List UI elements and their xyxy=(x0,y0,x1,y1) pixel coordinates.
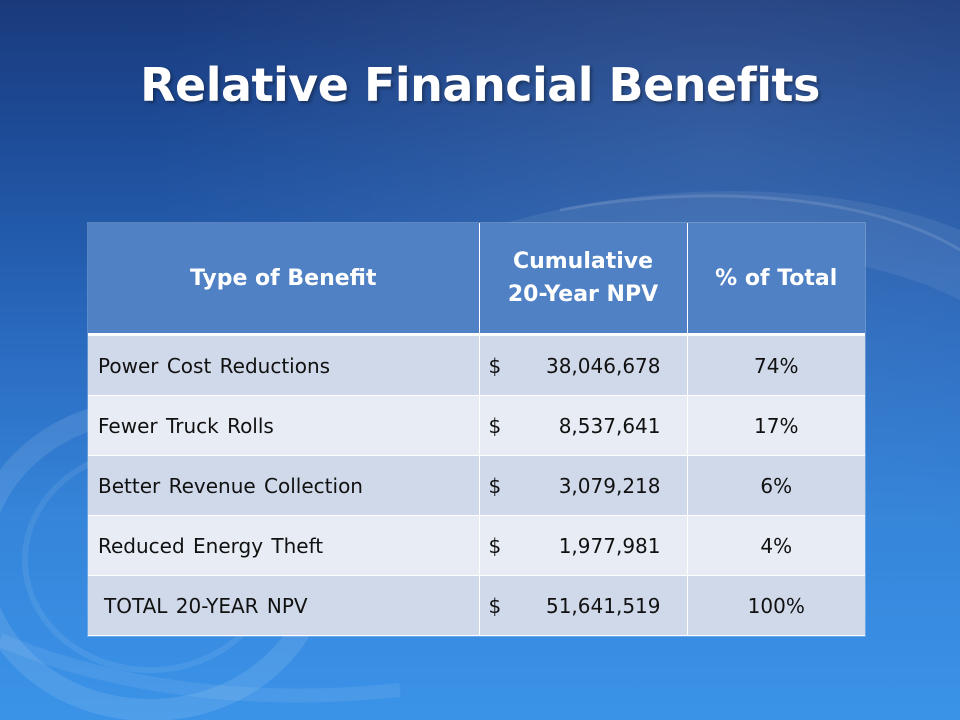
percent-of-total-cell: 17% xyxy=(687,395,865,456)
table-header-row: Type of Benefit Cumulative 20-Year NPV %… xyxy=(88,223,865,336)
slide-title: Relative Financial Benefits xyxy=(140,58,820,112)
benefit-name-cell: Fewer Truck Rolls xyxy=(88,395,480,456)
npv-amount: 3,079,218 xyxy=(558,473,661,498)
column-header-cumulative-npv: Cumulative 20-Year NPV xyxy=(479,223,688,336)
npv-amount-cell: $ 1,977,981 xyxy=(479,515,688,576)
currency-symbol: $ xyxy=(488,593,502,618)
table-row: Better Revenue Collection $ 3,079,218 6% xyxy=(88,455,865,516)
percent-of-total-cell: 74% xyxy=(687,334,865,396)
total-amount-cell: $ 51,641,519 xyxy=(479,575,688,636)
npv-amount: 38,046,678 xyxy=(545,353,661,378)
npv-amount-cell: $ 3,079,218 xyxy=(479,455,688,516)
npv-amount: 1,977,981 xyxy=(558,533,661,558)
table-row: Power Cost Reductions $ 38,046,678 74% xyxy=(88,334,865,396)
percent-of-total-cell: 4% xyxy=(687,515,865,576)
npv-amount-cell: $ 38,046,678 xyxy=(479,334,688,396)
column-header-type-of-benefit: Type of Benefit xyxy=(88,223,480,336)
currency-symbol: $ xyxy=(488,353,502,378)
npv-amount-cell: $ 8,537,641 xyxy=(479,395,688,456)
currency-symbol: $ xyxy=(488,533,502,558)
total-npv-amount: 51,641,519 xyxy=(545,593,661,618)
benefits-table: Type of Benefit Cumulative 20-Year NPV %… xyxy=(88,223,865,636)
benefit-name-cell: Power Cost Reductions xyxy=(88,334,480,396)
total-percent-cell: 100% xyxy=(687,575,865,636)
table-row: Reduced Energy Theft $ 1,977,981 4% xyxy=(88,515,865,576)
table-row: Fewer Truck Rolls $ 8,537,641 17% xyxy=(88,395,865,456)
total-label-cell: TOTAL 20-YEAR NPV xyxy=(88,575,480,636)
column-header-cumulative-npv-text: Cumulative 20-Year NPV xyxy=(507,249,659,307)
percent-of-total-cell: 6% xyxy=(687,455,865,516)
currency-symbol: $ xyxy=(488,413,502,438)
currency-symbol: $ xyxy=(488,473,502,498)
benefit-name-cell: Better Revenue Collection xyxy=(88,455,480,516)
column-header-percent-of-total: % of Total xyxy=(687,223,865,336)
table-total-row: TOTAL 20-YEAR NPV $ 51,641,519 100% xyxy=(88,575,865,636)
npv-amount: 8,537,641 xyxy=(558,413,661,438)
benefit-name-cell: Reduced Energy Theft xyxy=(88,515,480,576)
